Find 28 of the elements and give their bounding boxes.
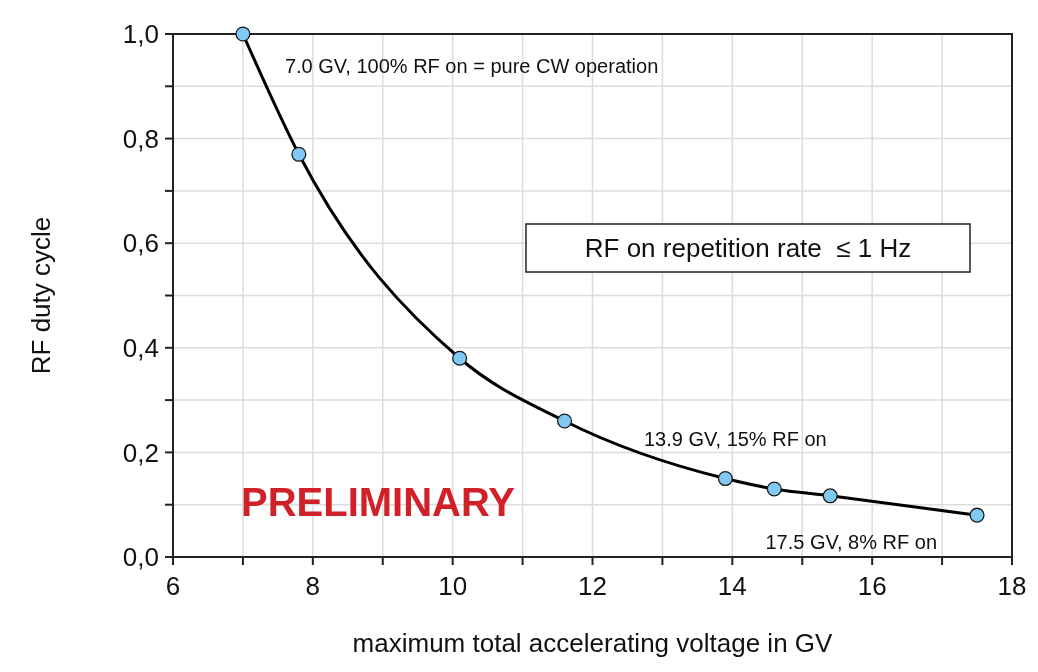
point: [291, 146, 307, 162]
point: [717, 471, 733, 487]
x-tick-label: 14: [717, 571, 747, 601]
x-tick-label: 10: [438, 571, 468, 601]
y-tick-label: 0,6: [122, 228, 159, 259]
y-tick-label: 0,0: [122, 542, 159, 573]
x-tick-label: 12: [578, 571, 607, 601]
annotation: PRELIMINARY: [240, 480, 516, 524]
y-tick-label: 1,0: [122, 19, 159, 50]
y-axis-title: RF duty cycle: [26, 216, 56, 375]
y-tick-label: 0,2: [122, 437, 159, 468]
annotation: 17.5 GV, 8% RF on: [765, 531, 938, 554]
annotation: RF on repetition rate ≤ 1 Hz: [584, 233, 912, 264]
point: [822, 488, 838, 504]
point: [235, 26, 251, 42]
x-tick-label: 6: [165, 571, 181, 601]
annotation: 7.0 GV, 100% RF on = pure CW operation: [284, 55, 659, 77]
x-axis-title: maximum total accelerating voltage in GV: [352, 628, 834, 658]
x-tick-label: 16: [857, 571, 887, 601]
annotation: 13.9 GV, 15% RF on: [643, 427, 827, 450]
y-tick-label: 0,4: [122, 332, 159, 363]
point: [766, 481, 782, 497]
x-tick-label: 8: [305, 571, 321, 601]
x-tick-label: 18: [997, 571, 1027, 601]
point: [969, 507, 985, 523]
point: [452, 350, 468, 366]
point: [556, 413, 573, 429]
y-tick-label: 0,8: [122, 123, 159, 154]
